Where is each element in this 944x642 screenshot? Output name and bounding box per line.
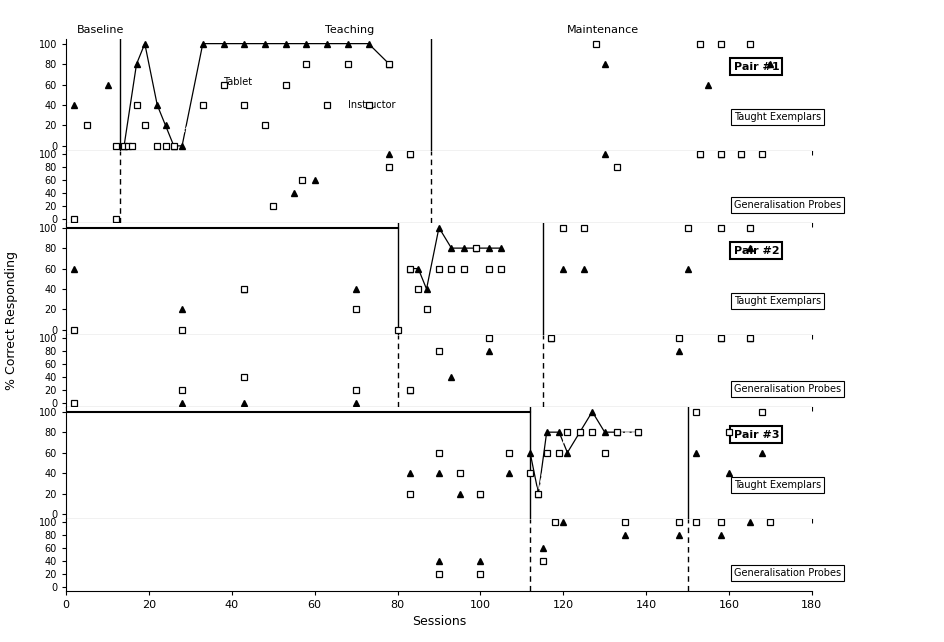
Text: Teaching: Teaching: [325, 25, 374, 35]
Text: Instructor: Instructor: [347, 100, 396, 110]
X-axis label: Sessions: Sessions: [412, 615, 466, 629]
Text: Generalisation Probes: Generalisation Probes: [733, 200, 841, 210]
Text: % Correct Responding: % Correct Responding: [5, 252, 18, 390]
Text: Tablet: Tablet: [224, 76, 253, 87]
Text: Generalisation Probes: Generalisation Probes: [733, 568, 841, 578]
Text: Pair #2: Pair #2: [733, 246, 779, 256]
Text: Taught Exemplars: Taught Exemplars: [733, 112, 820, 122]
Text: Baseline: Baseline: [76, 25, 124, 35]
Text: Taught Exemplars: Taught Exemplars: [733, 297, 820, 306]
Text: Pair #3: Pair #3: [733, 429, 779, 440]
Text: Pair #1: Pair #1: [733, 62, 779, 72]
Text: Taught Exemplars: Taught Exemplars: [733, 480, 820, 490]
Text: Maintenance: Maintenance: [567, 25, 639, 35]
Text: Generalisation Probes: Generalisation Probes: [733, 384, 841, 394]
